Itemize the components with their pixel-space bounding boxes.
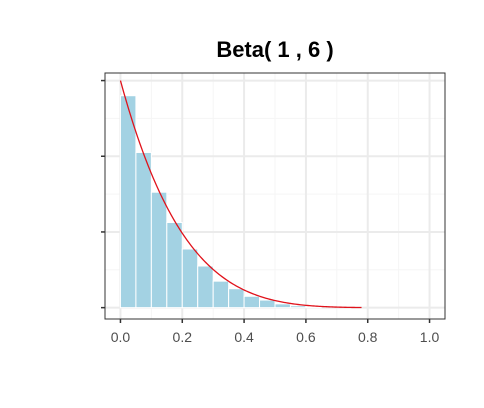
histogram-bars	[119, 95, 322, 309]
x-axis: 0.0 0.2 0.4 0.6 0.8 1.0	[111, 319, 440, 345]
histogram-bar	[181, 248, 199, 309]
x-tick-label: 0.4	[234, 329, 254, 345]
chart-title: Beta( 1 , 6 )	[216, 37, 333, 62]
histogram-bar	[119, 95, 137, 309]
density-curve-layer	[119, 80, 362, 309]
panel-border	[104, 72, 446, 320]
histogram-bar	[197, 265, 214, 309]
panel-outline	[104, 72, 446, 320]
beta-density-curve	[119, 80, 362, 309]
x-tick-label: 0.8	[358, 329, 378, 345]
histogram-bar	[212, 280, 230, 309]
x-tick-label: 1.0	[420, 329, 440, 345]
histogram-bar	[228, 288, 245, 309]
histogram-bar	[243, 295, 261, 309]
histogram-bar	[274, 303, 291, 309]
x-tick-label: 0.0	[111, 329, 131, 345]
x-tick-label: 0.6	[296, 329, 316, 345]
y-axis	[101, 79, 105, 309]
histogram-bar	[289, 305, 307, 309]
histogram-bar	[166, 221, 183, 309]
histogram-bar	[259, 299, 276, 309]
histogram-bar	[305, 306, 322, 309]
histogram-bar	[150, 191, 168, 309]
histogram-bar	[135, 151, 152, 309]
x-tick-label: 0.2	[173, 329, 193, 345]
